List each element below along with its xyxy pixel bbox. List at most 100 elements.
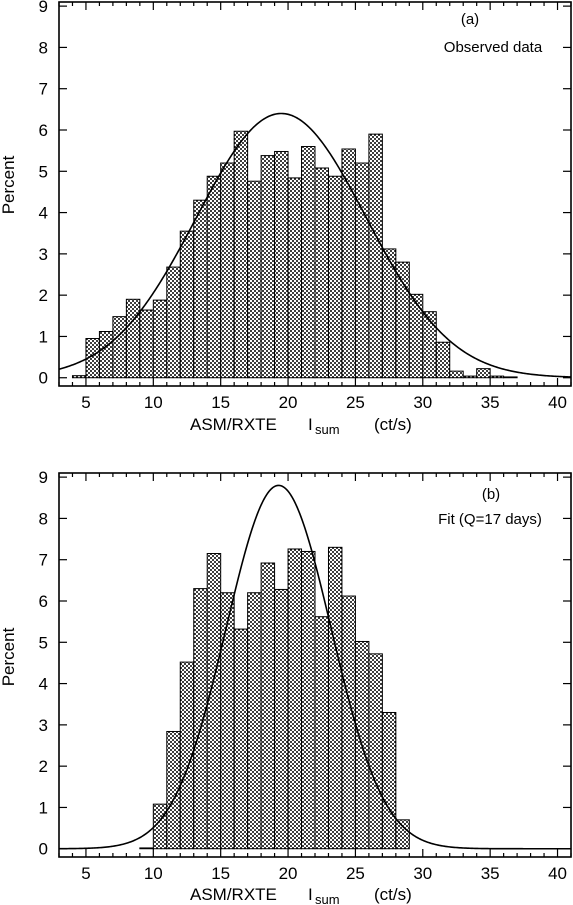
y-tick-label: 3: [39, 716, 48, 735]
histogram-bar: [193, 199, 208, 379]
histogram-bar: [301, 550, 316, 850]
histogram-bar: [125, 298, 141, 379]
y-tick-label: 4: [39, 675, 48, 694]
histogram-bar: [381, 711, 397, 850]
x-axis-title-subscript: sum: [315, 422, 340, 437]
x-tick-labels: 5 10 15 20 25 30 35 40: [81, 393, 567, 412]
x-tick-label: 30: [413, 864, 432, 883]
histogram-bar: [327, 546, 343, 850]
histogram-bars: [139, 546, 410, 850]
histogram-bar: [179, 230, 195, 379]
y-tick-label: 0: [39, 369, 48, 388]
fit-curve: [59, 484, 571, 850]
histogram-bar: [98, 330, 114, 379]
histogram-bar: [408, 293, 424, 379]
histogram-bar: [368, 133, 383, 379]
panel-b: 0 1 2 3 4 5 6 7 8 9 5 10 15 20 25 30 35 40 (b) Fit (Q=17…: [0, 468, 572, 905]
histogram-bar: [247, 180, 262, 379]
x-tick-label: 10: [144, 864, 163, 883]
histogram-bar: [395, 261, 410, 379]
x-tick-label: 40: [548, 393, 567, 412]
histogram-bar: [476, 368, 491, 379]
x-tick-label: 20: [279, 393, 298, 412]
histogram-bar: [489, 375, 505, 379]
y-tick-label: 3: [39, 245, 48, 264]
histogram-bar: [112, 316, 127, 379]
histogram-bar: [166, 266, 181, 379]
y-tick-label: 1: [39, 798, 48, 817]
histogram-bar: [368, 653, 383, 850]
y-tick-label: 8: [39, 509, 48, 528]
x-tick-label: 10: [144, 393, 163, 412]
y-tick-labels: 0 1 2 3 4 5 6 7 8 9: [39, 468, 48, 859]
axis-ticks: [58, 2, 572, 386]
histogram-bar: [314, 167, 329, 379]
y-tick-label: 5: [39, 162, 48, 181]
histogram-bar: [314, 616, 329, 850]
y-tick-label: 5: [39, 633, 48, 652]
x-tick-label: 35: [481, 864, 500, 883]
histogram-bar: [71, 375, 87, 379]
histogram-bar: [274, 150, 289, 379]
x-tick-label: 25: [346, 393, 365, 412]
x-axis-title-symbol: I: [308, 415, 313, 434]
x-axis-title-units: (ct/s): [374, 885, 412, 904]
x-axis-title-symbol: I: [308, 885, 313, 904]
y-tick-label: 2: [39, 286, 48, 305]
x-axis-title-main: ASM/RXTE: [190, 415, 277, 434]
x-axis-title-units: (ct/s): [374, 415, 412, 434]
histogram-bar: [206, 553, 222, 850]
histogram-bar: [354, 162, 370, 379]
histogram-bar: [287, 177, 303, 379]
histogram-bar: [341, 595, 356, 850]
histogram-bar: [422, 311, 437, 379]
x-tick-label: 30: [413, 393, 432, 412]
x-tick-label: 25: [346, 864, 365, 883]
histogram-bar: [395, 819, 410, 850]
histogram-bar: [152, 299, 168, 379]
histogram-bar: [260, 155, 276, 379]
annotation-text: Fit (Q=17 days): [438, 511, 542, 528]
y-axis-title: Percent: [0, 627, 18, 686]
histogram-bar: [139, 847, 154, 850]
x-tick-label: 5: [81, 864, 90, 883]
y-tick-label: 7: [39, 80, 48, 99]
panel-label: (a): [461, 11, 479, 28]
fit-curve: [58, 112, 572, 378]
x-tick-label: 35: [481, 393, 500, 412]
histogram-bar: [233, 628, 249, 850]
panel-label: (b): [482, 486, 500, 503]
y-tick-label: 7: [39, 551, 48, 570]
histogram-bar: [260, 562, 276, 850]
x-tick-label: 15: [211, 393, 230, 412]
y-tick-label: 6: [39, 121, 48, 140]
histogram-bar: [233, 130, 249, 379]
histogram-bar: [503, 376, 518, 379]
histogram-bar: [220, 162, 235, 379]
x-axis-title-subscript: sum: [315, 892, 340, 905]
histogram-bar: [435, 341, 451, 379]
y-tick-label: 0: [39, 840, 48, 859]
axis-ticks: [58, 473, 572, 857]
histogram-bar: [327, 175, 343, 379]
histogram-bar: [462, 375, 478, 379]
x-tick-label: 40: [548, 864, 567, 883]
y-tick-label: 9: [39, 468, 48, 487]
y-tick-label: 1: [39, 327, 48, 346]
y-tick-label: 9: [39, 0, 48, 16]
x-axis-title: ASM/RXTE I sum (ct/s): [190, 415, 412, 437]
x-tick-label: 5: [81, 393, 90, 412]
histogram-bar: [139, 309, 154, 379]
histogram-bars: [71, 130, 518, 379]
histogram-bar: [274, 588, 289, 850]
y-tick-label: 2: [39, 757, 48, 776]
y-tick-label: 6: [39, 592, 48, 611]
y-tick-label: 8: [39, 38, 48, 57]
panel-a: 0 1 2 3 4 5 6 7 8 9 5 10 15 20 25 30 35 40 (a) Observed …: [0, 0, 572, 437]
histogram-bar: [220, 592, 235, 850]
y-tick-labels: 0 1 2 3 4 5 6 7 8 9: [39, 0, 48, 388]
x-axis-title-main: ASM/RXTE: [190, 885, 277, 904]
x-axis-title: ASM/RXTE I sum (ct/s): [190, 885, 412, 905]
histogram-bar: [301, 146, 316, 379]
